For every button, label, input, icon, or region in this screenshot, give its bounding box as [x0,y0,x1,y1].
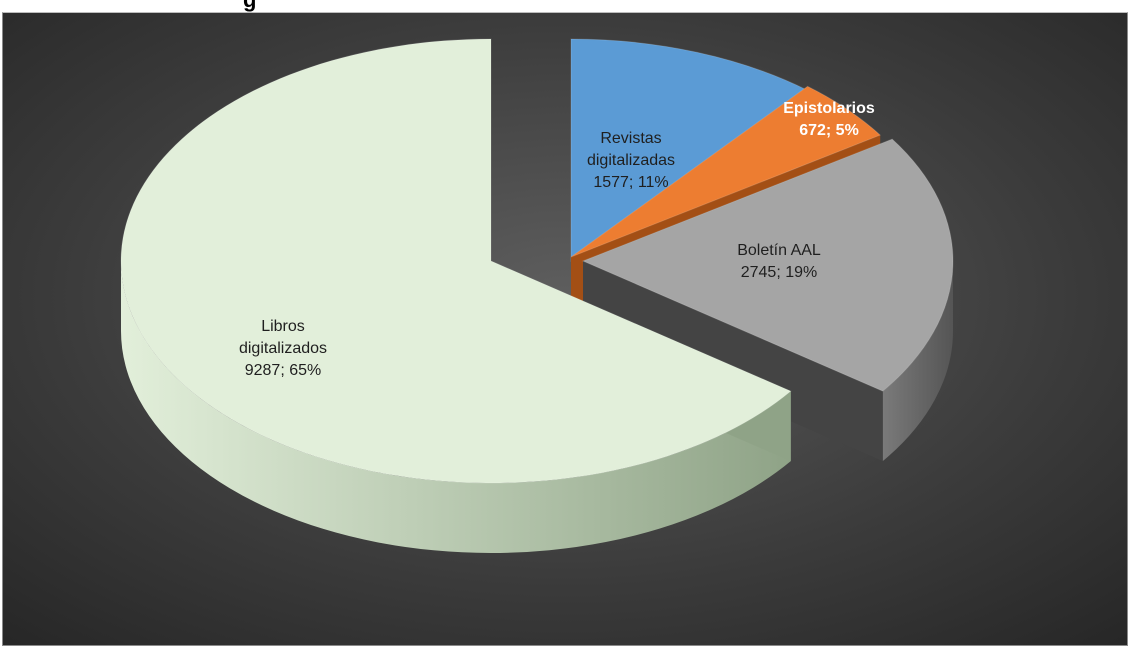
data-label-3: Libros digitalizados 9287; 65% [239,318,327,379]
pie-slice-top-2 [581,138,954,392]
data-label-2: Boletín AAL 2745; 19% [737,242,821,281]
pie-slice-side-3 [121,261,791,553]
header-title-fragment: g [243,0,256,12]
data-label-line-3-2: 9287; 65% [245,362,322,379]
pie-chart: Revistas digitalizadas 1577; 11% Epistolari… [3,13,1127,645]
pie-slice-2 [581,138,954,462]
data-label-line-2-1: 2745; 19% [741,264,818,281]
data-label-line-1-0: Epistolarios [783,100,875,117]
pie-slice-3 [120,38,792,553]
data-label-1: Epistolarios 672; 5% [783,100,875,139]
data-label-line-0-0: Revistas [600,130,661,147]
data-label-line-1-1: 672; 5% [799,122,859,139]
data-label-line-0-1: digitalizadas [587,152,675,169]
page-header-strip: g [0,0,1132,12]
pie-slice-wall-2-1 [583,261,883,462]
data-label-line-0-2: 1577; 11% [593,174,668,191]
pie-slice-side-2 [882,261,953,462]
pie-slice-top-3 [120,38,792,484]
data-label-line-3-1: digitalizados [239,340,327,357]
chart-frame: Revistas digitalizadas 1577; 11% Epistolari… [2,12,1128,646]
pie-slice-top-1 [570,85,882,258]
pie-slice-top-0 [570,38,809,262]
data-label-line-2-0: Boletín AAL [737,242,821,259]
data-label-line-3-0: Libros [261,318,305,335]
data-label-0: Revistas digitalizadas 1577; 11% [587,130,675,191]
